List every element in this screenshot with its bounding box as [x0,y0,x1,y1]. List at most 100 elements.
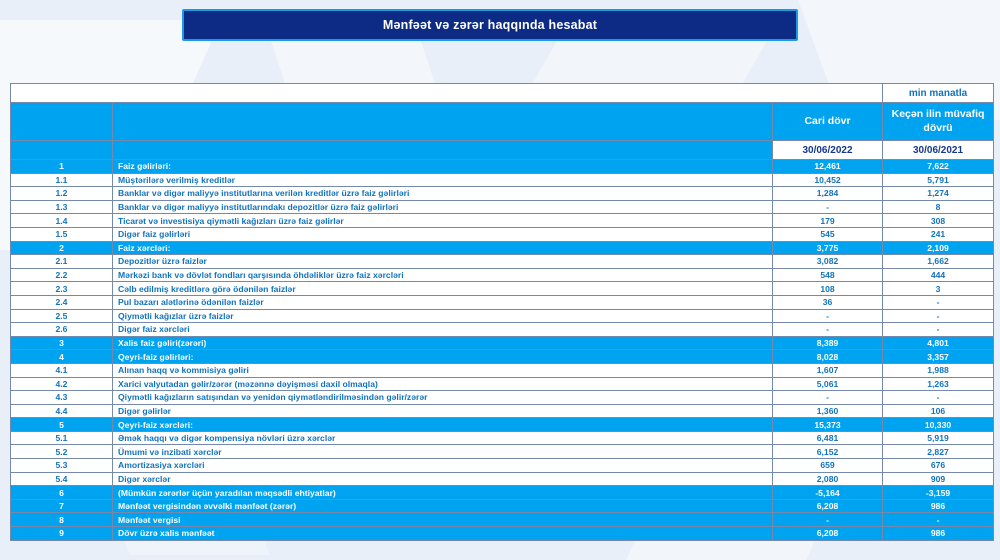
row-value-current: 5,061 [771,376,884,392]
row-value-previous: 2,827 [882,444,995,460]
row-value-current: 108 [771,281,884,296]
row-label-cell: Banklar və digər maliyyə institutlarında… [112,199,773,215]
table-row: 4.2 Xarici valyutadan gəlir/zərər (məzənn… [10,376,995,392]
row-value-previous: 10,330 [882,417,995,432]
row-value-previous: 1,263 [882,376,995,392]
row-value-current: 10,452 [771,172,884,188]
row-label-cell: Digər faiz gəlirləri [112,226,773,242]
row-label-cell: Banklar və digər maliyyə institutlarına … [112,186,773,201]
table-row: 1.5 Digər faiz gəlirləri 545 241 [10,226,995,242]
row-label-cell: Qeyri-faiz gəlirləri: [112,349,773,364]
row-value-previous: 8 [882,199,995,215]
table-row: 1.3 Banklar və digər maliyyə institutları… [10,199,995,215]
table-row: 5.3 Amortizasiya xərcləri 659 676 [10,458,995,473]
row-number-cell: 7 [10,498,113,514]
row-value-previous: 308 [882,213,995,228]
row-number-cell: 4.4 [10,403,113,419]
row-number-cell: 5 [10,417,113,432]
row-value-current: 548 [771,267,884,283]
row-number-cell: 4.2 [10,376,113,392]
row-value-previous: 909 [882,471,995,487]
row-label-cell: Ticarət və investisiya qiymətli kağızlar… [112,213,773,228]
row-number-cell: 1.2 [10,186,113,201]
row-value-current: 2,080 [771,471,884,487]
dates-number-cell [10,140,113,160]
header-current-period: Cari dövr [771,102,884,141]
table-row: 8 Mənfəət vergisi - - [10,512,995,528]
row-number-cell: 1.5 [10,226,113,242]
row-label-cell: Xalis faiz gəliri(zərəri) [112,335,773,351]
table-row: 7 Mənfəət vergisindən əvvəlki mənfəət (zə… [10,498,995,514]
row-label-cell: Müştərilərə verilmiş kreditlər [112,172,773,188]
row-value-current: 3,775 [771,240,884,256]
table-row: 9 Dövr üzrə xalis mənfəət 6,208 986 [10,526,995,541]
table-row: 2.3 Cəlb edilmiş kreditlərə görə ödənilən… [10,281,995,296]
header-previous-period: Keçən ilin müvafiq dövrü [882,102,995,141]
table-row: 5.4 Digər xərclər 2,080 909 [10,471,995,487]
row-value-current: 1,360 [771,403,884,419]
row-value-current: - [771,390,884,405]
table-row: 4.1 Alınan haqq və kommisiya gəliri 1,607 1… [10,362,995,378]
row-number-cell: 2 [10,240,113,256]
row-number-cell: 1 [10,159,113,174]
report-rows: min manatla Cari dövr Keçən ilin müvafiq… [9,83,995,541]
row-value-previous: 5,919 [882,430,995,446]
row-label-cell: Əmək haqqı və digər kompensiya növləri ü… [112,430,773,446]
header-number-cell [10,102,113,141]
row-label-cell: Alınan haqq və kommisiya gəliri [112,362,773,378]
row-value-current: 8,389 [771,335,884,351]
row-value-current: - [771,199,884,215]
row-value-previous: 7,622 [882,159,995,174]
table-row: 4 Qeyri-faiz gəlirləri: 8,028 3,357 [10,349,995,364]
table-row: 1.1 Müştərilərə verilmiş kreditlər 10,452 5… [10,172,995,188]
row-number-cell: 2.1 [10,254,113,269]
header-label-cell [112,102,773,141]
table-row: 2.1 Depozitlər üzrə faizlər 3,082 1,662 [10,254,995,269]
row-value-previous: 4,801 [882,335,995,351]
row-value-previous: 2,109 [882,240,995,256]
row-value-current: - [771,322,884,337]
unit-label: min manatla [882,83,995,103]
table-row: 2.5 Qiymətli kağızlar üzrə faizlər - - [10,308,995,324]
row-value-current: 3,082 [771,254,884,269]
row-value-previous: 3 [882,281,995,296]
row-value-current: 659 [771,458,884,473]
dates-label-cell [112,140,773,160]
row-value-current: 36 [771,294,884,310]
row-value-current: 545 [771,226,884,242]
row-label-cell: Ümumi və inzibati xərclər [112,444,773,460]
profit-loss-table: min manatla Cari dövr Keçən ilin müvafiq… [9,83,995,541]
row-number-cell: 2.3 [10,281,113,296]
row-value-current: 12,461 [771,159,884,174]
row-number-cell: 5.3 [10,458,113,473]
row-number-cell: 5.1 [10,430,113,446]
row-number-cell: 5.2 [10,444,113,460]
table-row: 5.2 Ümumi və inzibati xərclər 6,152 2,827 [10,444,995,460]
row-value-previous: 986 [882,526,995,541]
row-label-cell: Faiz gəlirləri: [112,159,773,174]
row-number-cell: 1.1 [10,172,113,188]
row-number-cell: 4.3 [10,390,113,405]
report-table-container: min manatla Cari dövr Keçən ilin müvafiq… [9,83,995,541]
row-label-cell: Faiz xərcləri: [112,240,773,256]
table-row: 5.1 Əmək haqqı və digər kompensiya növlər… [10,430,995,446]
row-value-current: - [771,512,884,528]
row-value-current: - [771,308,884,324]
row-value-current: 6,152 [771,444,884,460]
row-value-previous: - [882,308,995,324]
row-label-cell: Depozitlər üzrə faizlər [112,254,773,269]
unit-row: min manatla [9,83,995,103]
row-value-current: 6,481 [771,430,884,446]
row-label-cell: Qeyri-faiz xərcləri: [112,417,773,432]
row-label-cell: Digər xərclər [112,471,773,487]
row-value-current: 179 [771,213,884,228]
row-value-previous: 444 [882,267,995,283]
row-label-cell: Digər faiz xərcləri [112,322,773,337]
row-number-cell: 2.5 [10,308,113,324]
row-value-current: 15,373 [771,417,884,432]
row-label-cell: Xarici valyutadan gəlir/zərər (məzənnə d… [112,376,773,392]
row-number-cell: 1.3 [10,199,113,215]
page-title: Mənfəət və zərər haqqında hesabat [382,18,598,32]
row-value-previous: 1,662 [882,254,995,269]
row-value-previous: 986 [882,498,995,514]
